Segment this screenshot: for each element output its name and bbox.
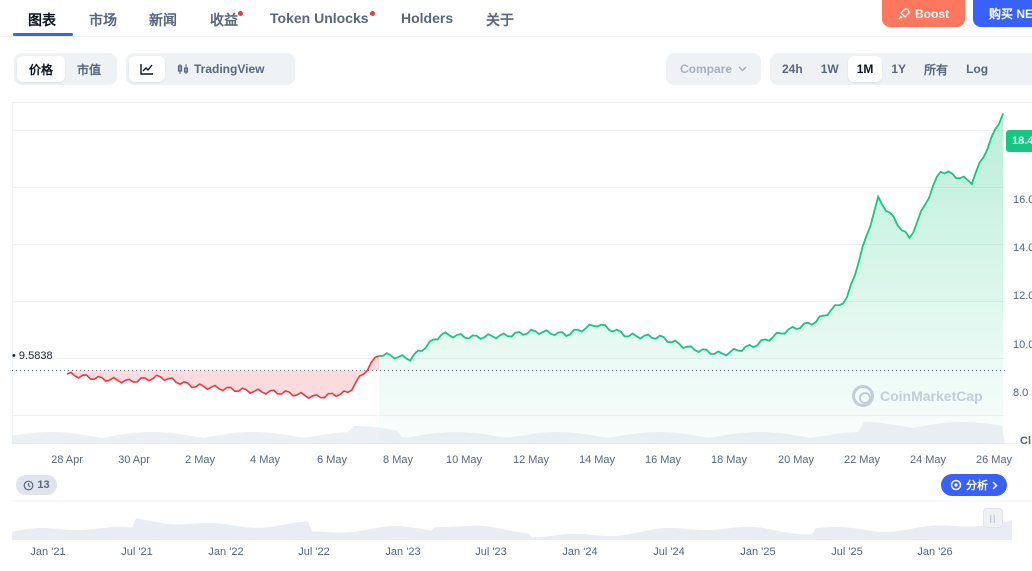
x-axis-label: 4 May (250, 454, 280, 466)
history-badge[interactable]: 13 (16, 475, 57, 495)
x-axis-label: 18 May (710, 454, 748, 466)
log-scale-button[interactable]: Log (966, 62, 989, 76)
navigator-label: Jul '23 (475, 546, 507, 558)
history-count: 13 (37, 479, 50, 491)
market-cap-metric-button[interactable]: 市值 (77, 62, 102, 77)
tab-token-unlocks[interactable]: Token Unlocks (270, 10, 369, 26)
x-axis-label: 14 May (578, 454, 616, 466)
range-1w-button[interactable]: 1W (820, 62, 839, 76)
price-metric-button[interactable]: 价格 (17, 56, 66, 82)
x-axis-label: 10 May (445, 454, 483, 466)
x-axis-label: 24 May (909, 454, 947, 466)
active-tab-indicator (13, 33, 73, 36)
tab-news[interactable]: 新闻 (149, 12, 177, 28)
axis-cut-label: Cl (1020, 435, 1031, 447)
chevron-down-icon (738, 66, 747, 72)
navigator-label: Jan '23 (385, 546, 421, 558)
x-axis-label: 6 May (317, 454, 347, 466)
chevron-right-icon (992, 480, 998, 490)
x-axis-label: 28 Apr (51, 454, 83, 466)
metric-toggle: 价格 市值 (14, 53, 117, 85)
y-axis-label: 10.0 (1013, 339, 1032, 351)
x-axis-label: 20 May (777, 454, 815, 466)
y-axis-label: 12.0 (1013, 290, 1032, 302)
boost-label: Boost (915, 6, 949, 21)
notification-dot (238, 11, 243, 16)
compare-dropdown[interactable]: Compare (666, 53, 761, 85)
navigator-label: Jul '21 (121, 546, 153, 558)
x-axis-label: 30 Apr (118, 454, 150, 466)
above-baseline-area (379, 113, 1003, 445)
line-chart-button[interactable] (129, 56, 165, 82)
tradingview-label: TradingView (194, 62, 265, 76)
line-chart-icon (140, 64, 153, 75)
navigator-label: Jan '26 (917, 546, 953, 558)
range-all-button[interactable]: 所有 (924, 62, 949, 77)
x-axis-label: 2 May (185, 454, 215, 466)
navigator-label: Jul '24 (653, 546, 685, 558)
x-axis-label: 8 May (383, 454, 413, 466)
navigator-label: Jan '25 (740, 546, 776, 558)
watermark: CoinMarketCap (852, 385, 983, 407)
below-baseline-area (67, 356, 379, 399)
price-line-up (378, 113, 1004, 362)
rocket-icon (898, 7, 910, 20)
analysis-button[interactable]: 分析 (941, 474, 1007, 496)
tab-earn[interactable]: 收益 (210, 12, 238, 28)
clock-history-icon (23, 480, 34, 490)
price-chart[interactable] (0, 0, 1032, 450)
volume-area (12, 422, 1005, 444)
navigator-label: Jan '21 (30, 546, 66, 558)
tab-about[interactable]: 关于 (486, 12, 514, 28)
y-axis-label: 14.0 (1013, 242, 1032, 254)
start-price-value: 9.5838 (18, 350, 53, 362)
range-1y-button[interactable]: 1Y (891, 62, 907, 76)
navigator-label: Jul '25 (831, 546, 863, 558)
price-line-down (66, 355, 380, 400)
boost-button[interactable]: Boost (882, 0, 965, 27)
coinmarketcap-logo-icon (852, 385, 874, 407)
notification-dot (370, 11, 375, 16)
y-axis-label: 16.0 (1013, 194, 1032, 206)
analysis-icon (950, 479, 962, 491)
watermark-text: CoinMarketCap (880, 388, 983, 404)
x-axis-label: 12 May (512, 454, 550, 466)
navigator-label: Jan '22 (208, 546, 244, 558)
analysis-label: 分析 (966, 480, 988, 492)
tradingview-button[interactable]: TradingView (165, 56, 276, 82)
tab-bar: 图表 市场 新闻 收益 Token Unlocks Holders 关于 (0, 0, 1032, 37)
x-axis-label: 16 May (644, 454, 682, 466)
x-axis-label: 22 May (843, 454, 881, 466)
range-24h-button[interactable]: 24h (782, 62, 803, 76)
compare-label: Compare (679, 62, 732, 76)
tab-holders[interactable]: Holders (401, 10, 454, 26)
x-axis-label: 26 May (975, 454, 1013, 466)
tab-chart[interactable]: 图表 (28, 12, 56, 28)
navigator-chart[interactable] (12, 500, 1032, 542)
navigator-label: Jul '22 (298, 546, 330, 558)
y-axis-label: 8.0 (1013, 387, 1029, 399)
range-1m-button[interactable]: 1M (847, 56, 883, 82)
buy-button[interactable]: 购买 NE (973, 0, 1032, 27)
chart-type-toggle: TradingView (126, 53, 295, 85)
navigator-area (12, 518, 1012, 540)
tab-markets[interactable]: 市场 (89, 12, 117, 28)
time-range-selector: 24h 1W 1M 1Y 所有 Log (770, 53, 1032, 85)
buy-label: 购买 NE (989, 7, 1032, 21)
candlestick-icon (177, 64, 189, 74)
start-price-label: • 9.5838 (12, 350, 53, 362)
current-price-tag: 18.4 (1006, 130, 1032, 152)
navigator-label: Jan '24 (562, 546, 598, 558)
navigator-handle[interactable]: || (983, 508, 1003, 528)
